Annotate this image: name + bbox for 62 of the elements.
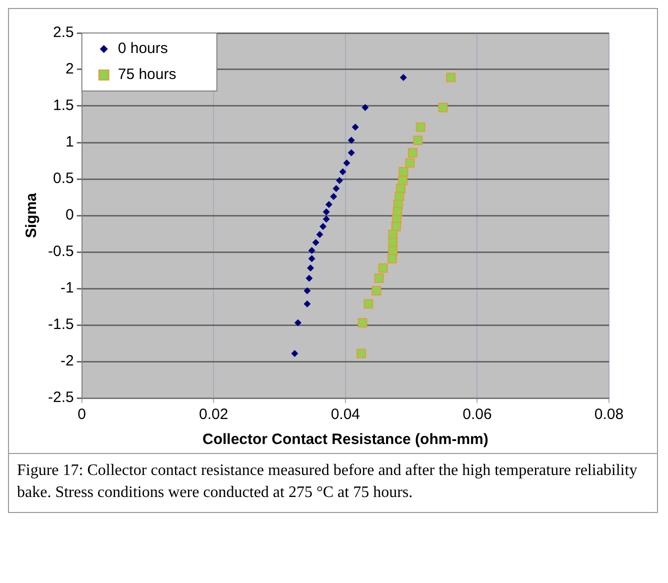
- y-tick-label: -2: [60, 352, 74, 370]
- x-axis-title: Collector Contact Resistance (ohm-mm): [202, 431, 488, 448]
- point: [312, 239, 320, 246]
- point: [374, 274, 384, 284]
- x-tick-label: 0.08: [594, 406, 624, 424]
- y-tick-label: 2.5: [52, 24, 74, 42]
- point: [336, 176, 343, 184]
- point: [304, 300, 311, 308]
- y-tick-label: 2: [66, 60, 74, 78]
- point: [322, 208, 330, 216]
- point: [391, 222, 401, 232]
- point: [343, 159, 350, 166]
- point: [308, 247, 316, 254]
- point: [332, 184, 340, 192]
- point: [320, 222, 327, 230]
- x-tick-label: 0.04: [330, 406, 360, 424]
- x-tick-label: 0: [78, 406, 86, 424]
- point: [438, 102, 448, 112]
- legend-label: 0 hours: [118, 40, 168, 58]
- point: [416, 122, 426, 132]
- point: [352, 124, 359, 131]
- point: [378, 263, 388, 273]
- point: [372, 286, 382, 296]
- y-tick-label: -1: [60, 280, 74, 297]
- point: [348, 149, 355, 156]
- point: [325, 201, 332, 208]
- point: [330, 193, 338, 200]
- point: [308, 255, 316, 262]
- y-tick-label: 1: [66, 134, 74, 151]
- point: [339, 168, 346, 176]
- point: [408, 148, 418, 158]
- y-tick-label: -0.5: [48, 243, 74, 260]
- point: [304, 287, 311, 294]
- point: [388, 230, 398, 240]
- point: [348, 136, 355, 144]
- y-tick-label: -1.5: [48, 316, 74, 334]
- x-tick-label: 0.02: [199, 406, 228, 424]
- point: [400, 74, 407, 82]
- point: [387, 254, 397, 264]
- point: [322, 216, 330, 223]
- point: [291, 350, 298, 357]
- caption: Figure 17: Collector contact resistance measured before and after the high temperature reliability bake. Stress conditions were conducted at 275 °C at 75 hours.: [17, 461, 638, 503]
- y-tick-label: 1.5: [52, 97, 74, 114]
- point: [294, 319, 302, 326]
- point: [446, 72, 456, 82]
- point: [364, 299, 374, 309]
- y-axis-title: Sigma: [23, 192, 40, 238]
- point: [362, 104, 369, 111]
- x-tick-label: 0.06: [462, 406, 492, 424]
- point: [356, 348, 366, 358]
- point: [413, 136, 423, 146]
- y-tick-label: 0: [66, 206, 74, 224]
- point: [358, 318, 368, 328]
- point: [306, 274, 313, 282]
- legend-label: 75 hours: [118, 66, 176, 84]
- point: [307, 264, 314, 272]
- y-tick-label: 0.5: [52, 170, 74, 188]
- point: [405, 158, 415, 168]
- point: [398, 166, 408, 176]
- point: [316, 230, 324, 238]
- y-tick-label: -2.5: [48, 389, 74, 406]
- point: [396, 184, 406, 194]
